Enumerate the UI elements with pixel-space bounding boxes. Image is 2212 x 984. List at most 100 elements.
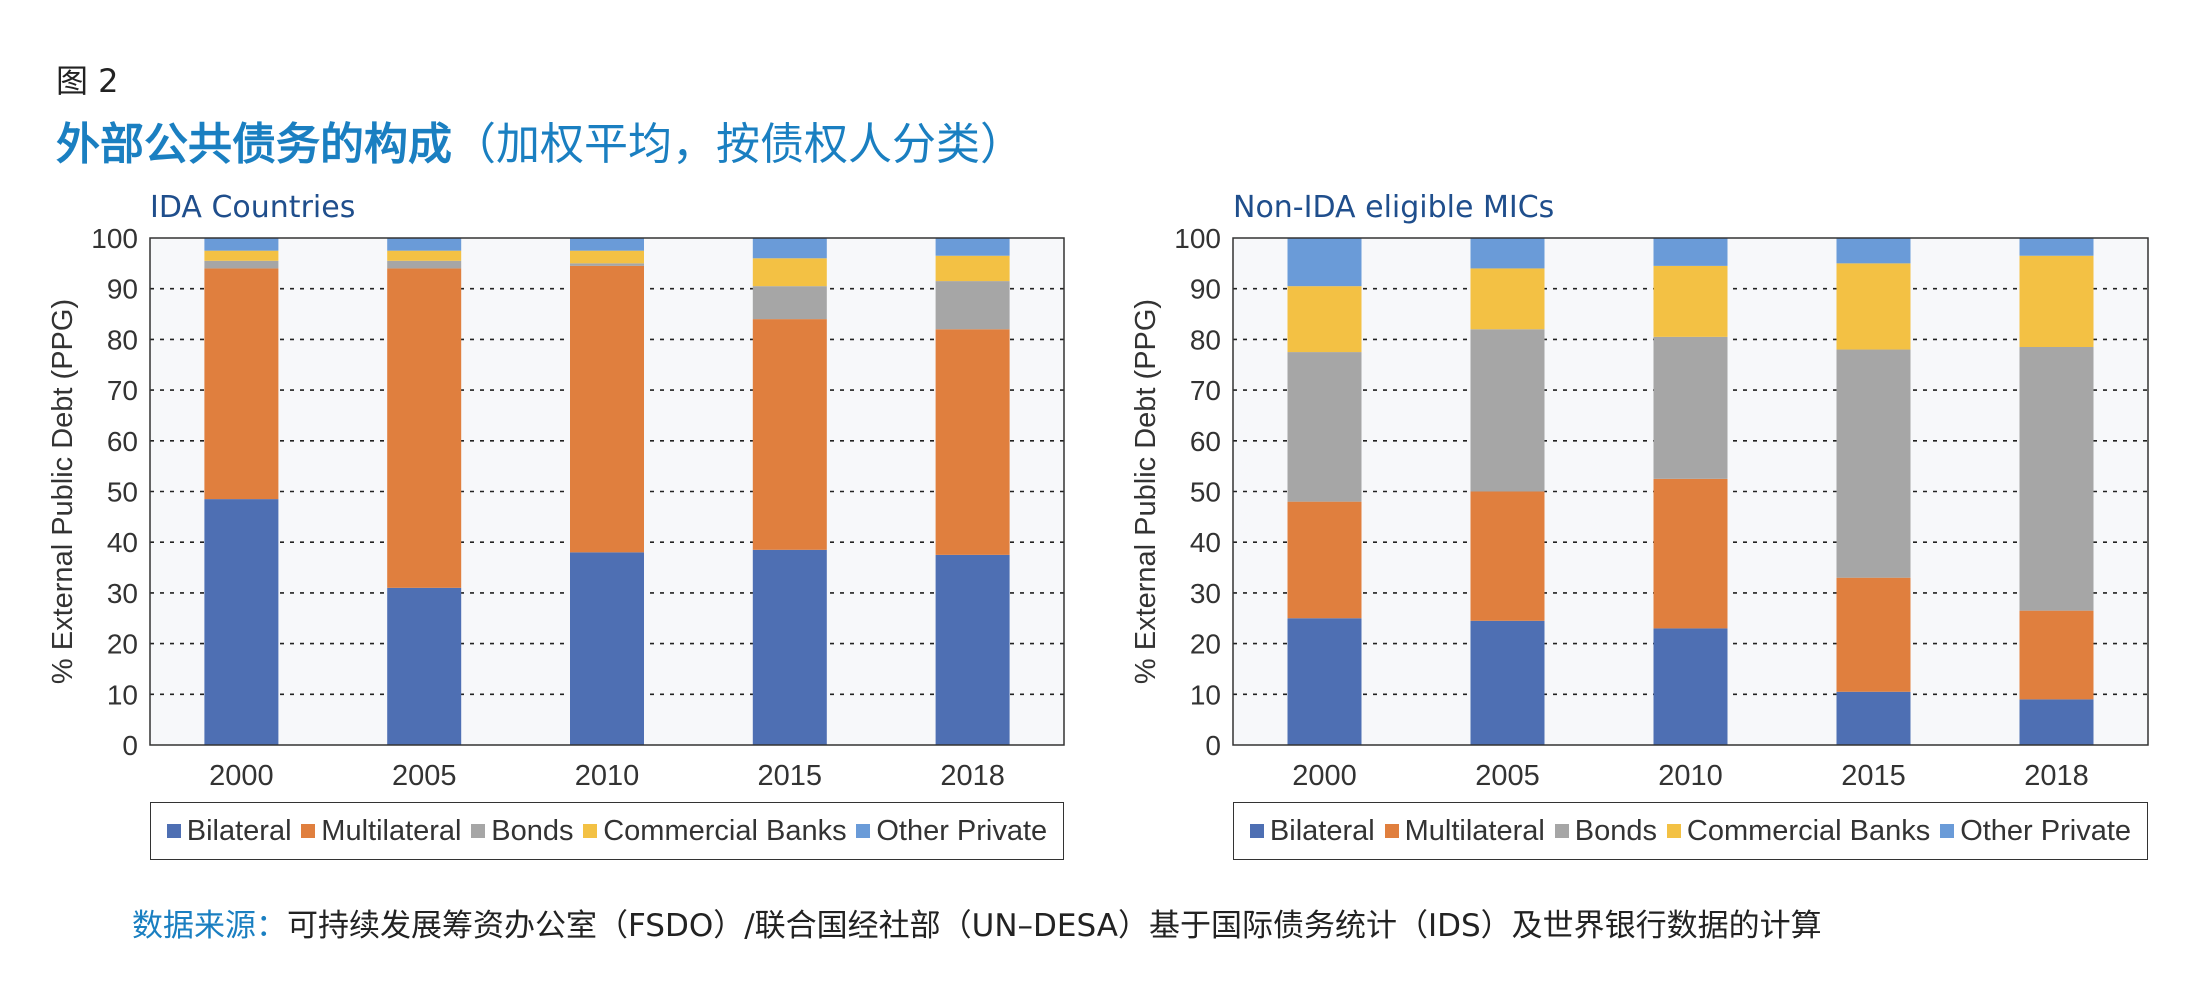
y-tick-label: 80: [1190, 324, 1221, 355]
legend-item-other-private: Other Private: [1940, 815, 2131, 848]
bar-other-private-2000: [204, 238, 279, 251]
legend-label: Multilateral: [321, 814, 462, 847]
legend-swatch: [856, 824, 871, 838]
bar-bonds-2005: [387, 260, 462, 269]
y-tick-label: 30: [107, 578, 138, 609]
y-tick-label: 70: [107, 375, 138, 406]
y-tick-label: 10: [107, 679, 138, 710]
legend-swatch: [1666, 824, 1681, 838]
y-tick-label: 100: [91, 223, 138, 254]
legend-label: Commercial Banks: [603, 814, 847, 847]
bar-bilateral-2000: [1287, 618, 1362, 745]
x-tick-label: 2000: [1292, 760, 1357, 792]
bar-bilateral-2010: [570, 552, 644, 745]
x-tick-label: 2010: [1658, 760, 1723, 792]
figure-title: 外部公共债务的构成（加权平均，按债权人分类）: [56, 108, 1024, 172]
y-tick-label: 90: [107, 274, 138, 305]
y-tick-label: 50: [1190, 477, 1221, 508]
bar-commercial-banks-2015: [752, 258, 827, 287]
bar-other-private-2000: [1287, 238, 1362, 287]
bar-multilateral-2015: [1836, 577, 1911, 692]
legend-swatch: [471, 824, 486, 838]
bar-other-private-2005: [1470, 238, 1545, 269]
bar-other-private-2010: [1653, 238, 1728, 266]
bar-bonds-2018: [2019, 347, 2094, 611]
legend-label: Other Private: [1960, 814, 2132, 847]
y-tick-label: 10: [1190, 679, 1221, 710]
legend-label: Bilateral: [186, 814, 292, 847]
x-tick-label: 2005: [1475, 760, 1540, 792]
x-tick-label: 2010: [575, 760, 640, 792]
bar-bilateral-2018: [2019, 699, 2094, 745]
legend-ida: Bilateral Multilateral Bonds Commercial Ban…: [150, 802, 1064, 860]
legend-mic: Bilateral Multilateral Bonds Commercial Ban…: [1233, 802, 2148, 860]
y-tick-label: 80: [107, 324, 138, 355]
bar-bilateral-2018: [935, 554, 1010, 745]
y-tick-label: 40: [107, 527, 138, 558]
legend-label: Multilateral: [1404, 814, 1545, 847]
bar-multilateral-2010: [1653, 478, 1728, 629]
legend-label: Other Private: [876, 814, 1048, 847]
bar-other-private-2010: [570, 238, 644, 251]
legend-label: Bonds: [491, 814, 574, 847]
bar-bilateral-2015: [752, 549, 827, 745]
legend-item-bilateral: Bilateral: [166, 814, 292, 848]
y-tick-label: 20: [107, 629, 138, 660]
x-tick-label: 2005: [392, 760, 457, 792]
figure-title-main: 外部公共债务的构成: [56, 119, 452, 170]
legend-swatch: [166, 824, 181, 838]
y-tick-label: 70: [1190, 375, 1221, 406]
bar-bilateral-2015: [1836, 691, 1911, 745]
legend-item-commercial-banks: Commercial Banks: [1666, 814, 1931, 848]
legend-item-commercial-banks: Commercial Banks: [583, 814, 847, 848]
y-axis-label: % External Public Debt (PPG): [47, 299, 79, 684]
x-tick-label: 2018: [2024, 760, 2089, 792]
bar-other-private-2018: [935, 238, 1010, 256]
bar-commercial-banks-2005: [387, 250, 462, 261]
source-text: 可持续发展筹资办公室（FSDO）/联合国经社部（UN–DESA）基于国际债务统计…: [287, 908, 1822, 944]
bar-bonds-2005: [1470, 329, 1545, 492]
legend-swatch: [583, 824, 598, 838]
bar-bilateral-2000: [204, 499, 279, 745]
plot-frame: [149, 237, 1065, 746]
x-tick-label: 2015: [1841, 760, 1906, 792]
legend-swatch: [1384, 824, 1399, 838]
y-tick-label: 0: [122, 730, 138, 761]
bar-multilateral-2005: [1470, 491, 1545, 621]
figure-title-sub: （加权平均，按债权人分类）: [452, 119, 1024, 170]
bar-multilateral-2000: [204, 268, 279, 500]
bar-commercial-banks-2018: [2019, 255, 2094, 348]
plot-frame: [1232, 237, 2149, 746]
bar-other-private-2015: [1836, 238, 1911, 264]
bar-commercial-banks-2010: [1653, 265, 1728, 337]
legend-item-bilateral: Bilateral: [1249, 814, 1375, 848]
legend-swatch: [301, 824, 316, 838]
legend-swatch: [1940, 824, 1955, 838]
bar-bilateral-2005: [1470, 620, 1545, 745]
bar-other-private-2018: [2019, 238, 2094, 256]
bar-bilateral-2005: [387, 587, 462, 745]
y-tick-label: 20: [1190, 629, 1221, 660]
y-axis-label: % External Public Debt (PPG): [1130, 299, 1162, 684]
bar-bonds-2018: [935, 281, 1010, 330]
bar-bonds-2015: [1836, 349, 1911, 578]
legend-label: Bilateral: [1269, 814, 1375, 847]
bar-bonds-2015: [752, 286, 827, 320]
bar-commercial-banks-2015: [1836, 263, 1911, 350]
y-tick-label: 0: [1205, 730, 1221, 761]
legend-item-bonds: Bonds: [1554, 815, 1657, 848]
chart-title-ida: IDA Countries: [150, 190, 356, 225]
bar-other-private-2005: [387, 238, 462, 251]
bar-commercial-banks-2010: [570, 250, 644, 264]
bar-bilateral-2010: [1653, 628, 1728, 745]
legend-label: Commercial Banks: [1686, 814, 1931, 847]
x-tick-label: 2018: [940, 760, 1005, 792]
y-tick-label: 40: [1190, 527, 1221, 558]
bar-commercial-banks-2018: [935, 255, 1010, 282]
y-tick-label: 90: [1190, 274, 1221, 305]
legend-item-other-private: Other Private: [856, 815, 1047, 848]
bar-bonds-2010: [570, 263, 644, 266]
y-tick-label: 60: [1190, 426, 1221, 457]
x-tick-label: 2015: [758, 760, 823, 792]
